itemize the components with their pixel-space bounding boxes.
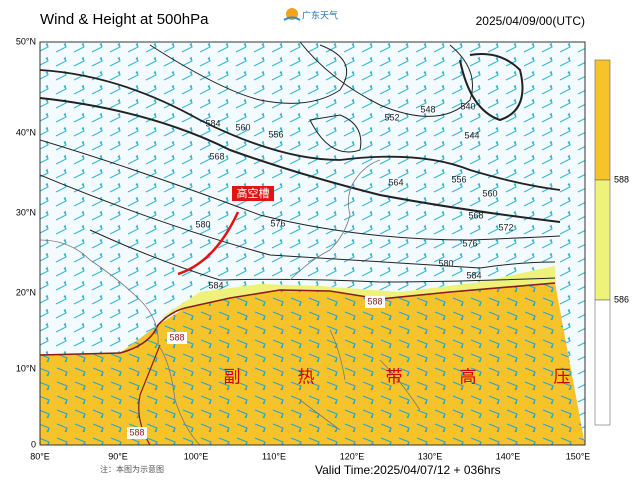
contour-label: 584 bbox=[208, 280, 223, 290]
lat-tick-label: 30°N bbox=[16, 207, 36, 217]
lon-tick-label: 120°E bbox=[340, 451, 365, 461]
contour-label-bg bbox=[127, 427, 147, 439]
lon-tick-label: 150°E bbox=[566, 451, 591, 461]
light-yellow-zone bbox=[160, 266, 556, 318]
lon-tick-label: 130°E bbox=[418, 451, 443, 461]
colorbar-high bbox=[594, 59, 611, 181]
contour-label-bg bbox=[167, 332, 187, 344]
contour-label: 580 bbox=[438, 258, 453, 268]
lat-tick-label: 40°N bbox=[16, 127, 36, 137]
trough-label-box bbox=[232, 186, 274, 201]
colorbar-mid bbox=[594, 179, 611, 301]
note: 注：本图为示意图 bbox=[100, 464, 164, 474]
lon-tick-label: 110°E bbox=[262, 451, 286, 461]
contour-label: 560 bbox=[235, 122, 250, 132]
contour-label: 556 bbox=[451, 174, 466, 184]
contour-label: 576 bbox=[462, 238, 477, 248]
lon-tick-label: 140°E bbox=[496, 451, 521, 461]
colorbar-label: 588 bbox=[614, 174, 629, 184]
contour-label: 544 bbox=[464, 130, 479, 140]
contour-label-bg bbox=[365, 296, 385, 308]
high-label-char: 带 bbox=[386, 367, 403, 386]
contour-label: 564 bbox=[388, 177, 403, 187]
high-label-char: 压 bbox=[554, 367, 571, 386]
trough-line bbox=[177, 211, 240, 276]
contour-label: 584 bbox=[205, 118, 220, 128]
coastlines bbox=[40, 159, 421, 445]
colorbar-low bbox=[594, 299, 611, 426]
map-area bbox=[40, 42, 585, 445]
contour-label: 540 bbox=[460, 101, 475, 111]
contour-label: 568 bbox=[209, 151, 224, 161]
lon-tick-label: 100°E bbox=[184, 451, 209, 461]
high-label-char: 副 bbox=[224, 367, 241, 386]
contour-label: 588 bbox=[169, 332, 184, 342]
valid-time: Valid Time:2025/04/07/12 + 036hrs bbox=[315, 463, 501, 477]
contour-label: 588 bbox=[367, 296, 382, 306]
contour-label: 576 bbox=[270, 218, 285, 228]
lon-tick-label: 90°E bbox=[108, 451, 128, 461]
height-contours bbox=[40, 42, 561, 283]
contour-label: 588 bbox=[129, 427, 144, 437]
logo-text: 广东天气 bbox=[302, 9, 338, 20]
lat-tick-label: 50°N bbox=[16, 36, 36, 46]
lat-tick-label: 10°N bbox=[16, 363, 36, 373]
colorbar-label: 586 bbox=[614, 294, 629, 304]
map-labels: 80°E 90°E 100°E 110°E 120°E 130°E 140°E 150°E 0 1… bbox=[16, 36, 590, 461]
high-label-char: 热 bbox=[298, 367, 315, 386]
contour-label: 560 bbox=[482, 188, 497, 198]
contour-label: 584 bbox=[466, 270, 481, 280]
contour-label: 556 bbox=[268, 129, 283, 139]
lat-tick-label: 0 bbox=[31, 439, 36, 449]
map-frame bbox=[39, 41, 586, 446]
contour-label: 568 bbox=[468, 210, 483, 220]
datetime: 2025/04/09/00(UTC) bbox=[476, 14, 585, 28]
contour-label: 572 bbox=[498, 222, 513, 232]
lon-tick-label: 80°E bbox=[30, 451, 50, 461]
contour-label: 552 bbox=[384, 112, 399, 122]
logo-wave bbox=[283, 16, 301, 21]
contour-label: 580 bbox=[195, 219, 210, 229]
contour-588 bbox=[40, 282, 556, 356]
title: Wind & Height at 500hPa bbox=[40, 11, 209, 28]
high-label-char: 高 bbox=[460, 367, 477, 386]
trough-label: 高空槽 bbox=[237, 186, 270, 200]
contour-label: 548 bbox=[420, 104, 435, 114]
lat-tick-label: 20°N bbox=[16, 287, 36, 297]
